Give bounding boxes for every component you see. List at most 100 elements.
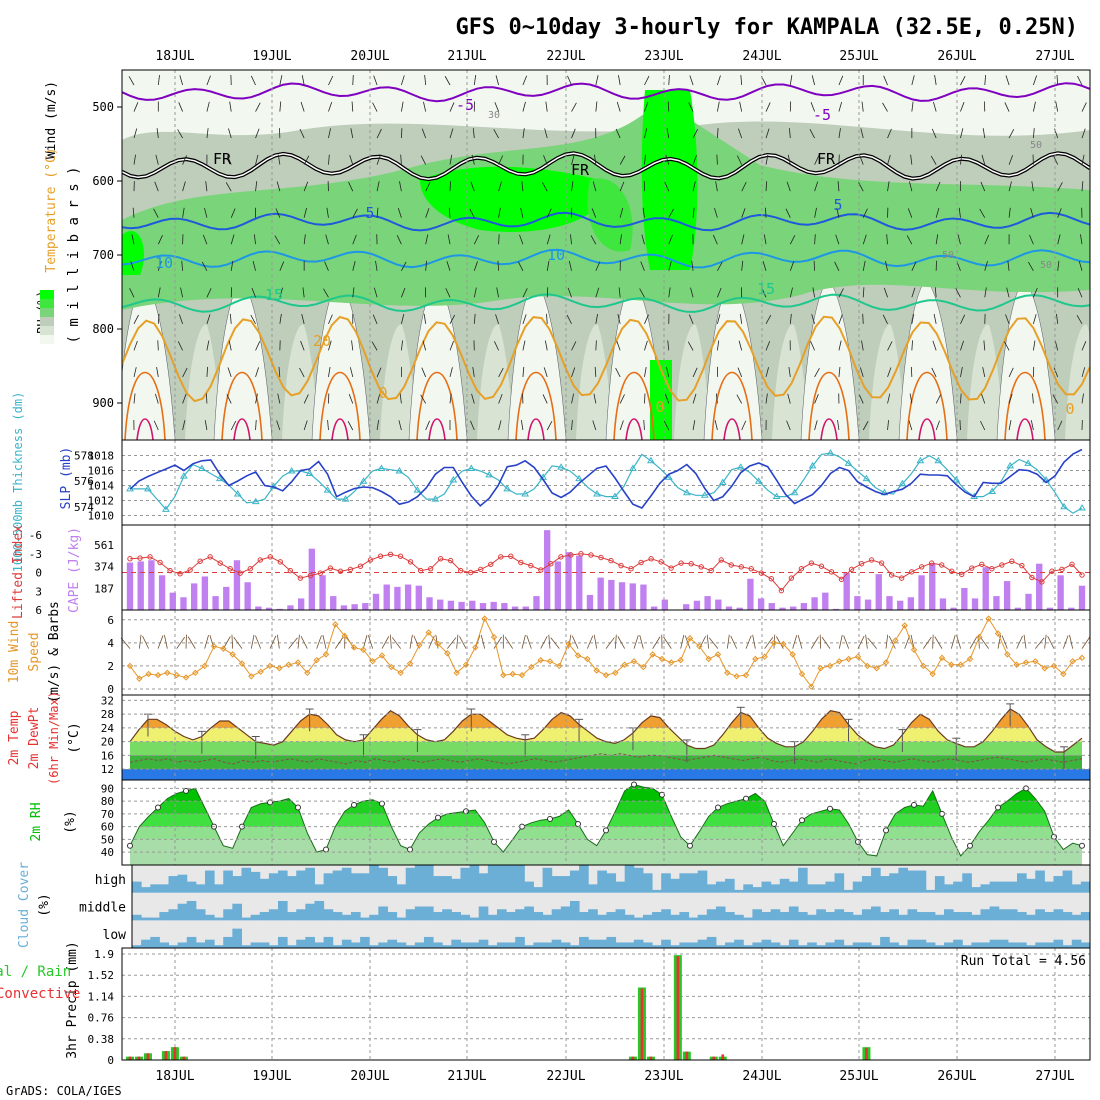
cape-bar bbox=[875, 574, 882, 610]
wind-barb bbox=[789, 75, 793, 86]
surface-wind-barb bbox=[923, 636, 932, 649]
y-tick-label: 800 bbox=[92, 322, 114, 336]
wind-barb bbox=[153, 208, 159, 218]
cape-bar bbox=[554, 561, 562, 610]
wind-barb bbox=[644, 367, 647, 377]
wind-barb bbox=[157, 313, 160, 324]
cloud-bar-low bbox=[214, 945, 224, 948]
lifted-marker bbox=[457, 567, 464, 574]
wind-barb bbox=[255, 393, 258, 404]
lifted-marker bbox=[648, 556, 654, 562]
cloud-bar-low bbox=[186, 936, 197, 948]
wind-marker bbox=[733, 673, 740, 680]
cloud-bar-middle bbox=[332, 912, 343, 921]
cape-bar bbox=[522, 606, 529, 610]
surface-wind-barb bbox=[204, 635, 209, 649]
cloud-bar-low bbox=[944, 942, 954, 948]
wind-barb bbox=[400, 340, 404, 351]
wind-marker bbox=[649, 651, 656, 658]
wind-barb bbox=[571, 181, 574, 192]
wind-barb bbox=[352, 234, 357, 245]
x-tick-label-bottom: 20JUL bbox=[350, 1069, 389, 1084]
cloud-bar-middle bbox=[259, 912, 270, 921]
wind-barb bbox=[668, 287, 671, 298]
cloud-bar-low bbox=[387, 939, 398, 948]
cape-bar bbox=[330, 596, 337, 610]
series-lifted-index bbox=[129, 553, 1083, 592]
cloud-bar-high bbox=[871, 867, 881, 893]
lifted-marker bbox=[698, 564, 704, 570]
wind-barb bbox=[303, 155, 310, 165]
surface-wind-barb bbox=[157, 635, 164, 649]
cape-bar bbox=[768, 603, 775, 610]
wind-barb bbox=[498, 207, 501, 218]
wind-barb bbox=[157, 75, 160, 86]
y-tick-label-left: 6 bbox=[35, 604, 42, 617]
wind-barb bbox=[302, 287, 305, 298]
surface-wind-barb bbox=[865, 634, 868, 649]
wind-barb bbox=[981, 154, 986, 165]
cape-bar bbox=[961, 588, 968, 610]
wind-barb bbox=[908, 420, 913, 431]
wind-barb bbox=[400, 128, 403, 139]
contour-label: FR bbox=[817, 150, 836, 168]
wind-barb bbox=[765, 154, 769, 165]
wind-barb bbox=[810, 341, 815, 351]
wind-barb bbox=[789, 261, 795, 271]
cloud-bar-middle bbox=[624, 914, 635, 921]
y-axis-label-dewpt: 2m DewPt bbox=[27, 707, 42, 770]
wind-marker bbox=[434, 640, 442, 648]
wind-barb bbox=[959, 419, 961, 431]
wind-barb bbox=[1081, 181, 1084, 192]
lifted-marker bbox=[939, 562, 945, 568]
cape-bar bbox=[576, 555, 583, 610]
wind-marker bbox=[864, 662, 871, 670]
cloud-bar-low bbox=[314, 942, 325, 948]
cape-bar bbox=[629, 583, 636, 610]
series-temp bbox=[129, 708, 1083, 753]
wind-barb bbox=[155, 154, 159, 165]
thickness-marker bbox=[359, 477, 368, 484]
rh2-marker bbox=[995, 804, 1001, 811]
y-tick-label: 0 bbox=[107, 683, 114, 696]
wind-barb bbox=[276, 181, 281, 192]
lifted-marker bbox=[888, 572, 895, 578]
x-tick-label-top: 18JUL bbox=[155, 49, 194, 64]
wind-barb bbox=[473, 261, 478, 271]
cloud-bar-low bbox=[843, 945, 854, 948]
wind-marker bbox=[724, 669, 731, 677]
wind-barb bbox=[522, 314, 527, 324]
wind-marker bbox=[229, 651, 236, 658]
wind-barb bbox=[229, 101, 232, 112]
y-tick-label: 6 bbox=[107, 614, 114, 627]
wind-barb bbox=[376, 128, 382, 139]
lifted-marker bbox=[528, 562, 534, 569]
cloud-bar-high bbox=[360, 873, 370, 893]
wind-barb bbox=[787, 393, 791, 404]
cape-bar bbox=[340, 605, 348, 610]
wind-barb bbox=[1032, 128, 1035, 139]
wind-barb bbox=[1057, 234, 1061, 245]
cloud-bar-high bbox=[159, 884, 169, 893]
wind-barb bbox=[498, 155, 504, 165]
cloud-bar-middle bbox=[752, 909, 763, 921]
wind-marker bbox=[136, 675, 143, 682]
cloud-bar-high bbox=[332, 870, 343, 893]
surface-wind-barb bbox=[773, 634, 776, 649]
wind-marker bbox=[453, 669, 460, 677]
cape-bar bbox=[918, 575, 925, 610]
wind-barb bbox=[397, 208, 402, 218]
cloud-bar-middle bbox=[898, 914, 909, 921]
lifted-marker bbox=[828, 569, 835, 575]
wind-barb bbox=[811, 75, 816, 86]
rh-color-key bbox=[40, 299, 54, 308]
wind-barb bbox=[765, 340, 771, 351]
cloud-bar-high bbox=[1017, 873, 1027, 893]
wind-marker bbox=[836, 658, 843, 665]
wind-barb bbox=[958, 207, 961, 218]
rh-mid-region bbox=[869, 324, 907, 440]
cape-bar bbox=[383, 584, 390, 610]
wind-barb bbox=[328, 366, 331, 377]
surface-wind-barb bbox=[255, 635, 262, 649]
